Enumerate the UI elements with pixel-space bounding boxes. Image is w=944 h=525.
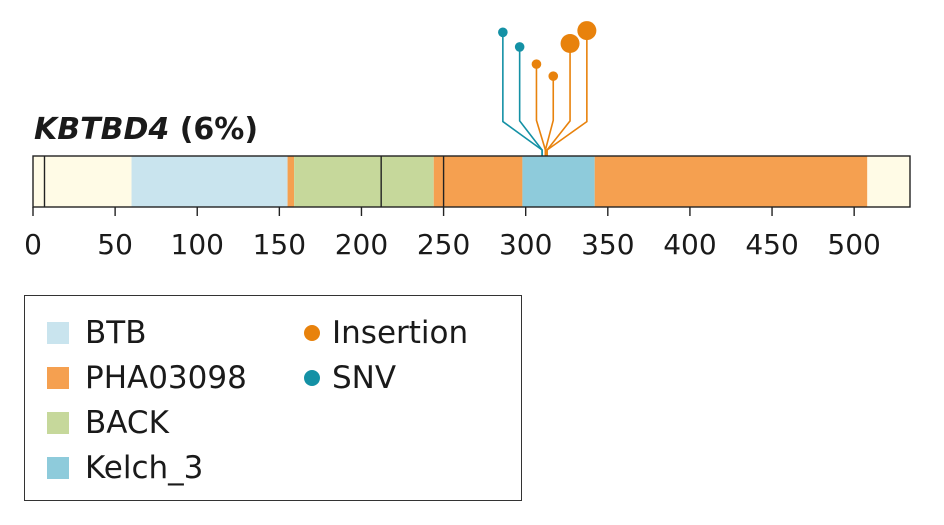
- lollipop-chart: KBTBD4 (6%) 0 50 100 150 200 250 300 350 400 450 5…: [24, 21, 911, 261]
- kelch-3-domain: [522, 156, 595, 207]
- legend-label: BACK: [85, 404, 169, 441]
- snv-mutation-dot: [498, 27, 508, 38]
- track-outline: [32, 155, 911, 208]
- x-tick-label: 50: [97, 228, 133, 261]
- pha03098-domain: [287, 156, 295, 207]
- x-tick-label: 150: [253, 228, 306, 261]
- gene-title: KBTBD4 (6%): [34, 112, 258, 147]
- legend-item-insertion: Insertion: [301, 310, 468, 355]
- x-tick-label: 200: [335, 228, 388, 261]
- snv-stem: [518, 46, 543, 156]
- back-domain: [294, 156, 434, 207]
- legend-label: Insertion: [332, 314, 469, 351]
- insertion-stem: [546, 30, 588, 156]
- back-swatch: [47, 411, 69, 434]
- pha03098-domain: [594, 156, 868, 207]
- protein-track: [32, 155, 911, 208]
- protein-backbone: [33, 156, 132, 207]
- gene-name: KBTBD4: [34, 112, 169, 147]
- x-tick-label: 450: [745, 228, 798, 261]
- x-tick-label: 300: [499, 228, 552, 261]
- legend-item-kelch-3: Kelch_3: [47, 445, 247, 490]
- x-tick-label: 350: [581, 228, 634, 261]
- insertion-stem: [546, 43, 571, 156]
- legend-label: PHA03098: [85, 359, 247, 396]
- insertion-stem: [535, 64, 547, 156]
- mutation-frequency: (6%): [180, 112, 258, 147]
- btb-domain: [131, 156, 288, 207]
- mutation-type-legend: Insertion SNV: [301, 310, 468, 400]
- insertion-mutation-dot: [560, 33, 580, 53]
- x-tick-label: 0: [24, 228, 42, 261]
- pha03098-domain: [433, 156, 523, 207]
- mutation-heads: [498, 21, 597, 81]
- mutation-stems: [502, 30, 588, 156]
- legend-item-back: BACK: [47, 400, 247, 445]
- x-tick-label: 100: [171, 228, 224, 261]
- insertion-dot-icon: [304, 324, 320, 341]
- legend-item-pha03098: PHA03098: [47, 355, 247, 400]
- protein-backbone: [867, 156, 910, 207]
- legend: BTB PHA03098 BACK Kelch_3 Insertion SNV: [24, 295, 522, 501]
- insertion-mutation-dot: [548, 71, 559, 81]
- insertion-stem: [544, 76, 555, 156]
- x-tick-label: 400: [663, 228, 716, 261]
- snv-dot-icon: [304, 369, 320, 386]
- x-axis: 0 50 100 150 200 250 300 350 400 450 500: [24, 207, 881, 261]
- btb-swatch: [47, 321, 69, 344]
- x-tick-label: 250: [417, 228, 470, 261]
- snv-mutation-dot: [514, 42, 525, 52]
- kelch-3-swatch: [47, 456, 69, 479]
- insertion-mutation-dot: [577, 21, 597, 41]
- legend-label: SNV: [332, 359, 397, 396]
- legend-item-btb: BTB: [47, 310, 247, 355]
- legend-item-snv: SNV: [301, 355, 468, 400]
- legend-label: BTB: [85, 314, 147, 351]
- pha03098-swatch: [47, 366, 69, 389]
- legend-label: Kelch_3: [85, 449, 204, 486]
- domain-legend: BTB PHA03098 BACK Kelch_3: [47, 310, 247, 490]
- x-tick-label: 500: [827, 228, 880, 261]
- insertion-mutation-dot: [531, 59, 542, 69]
